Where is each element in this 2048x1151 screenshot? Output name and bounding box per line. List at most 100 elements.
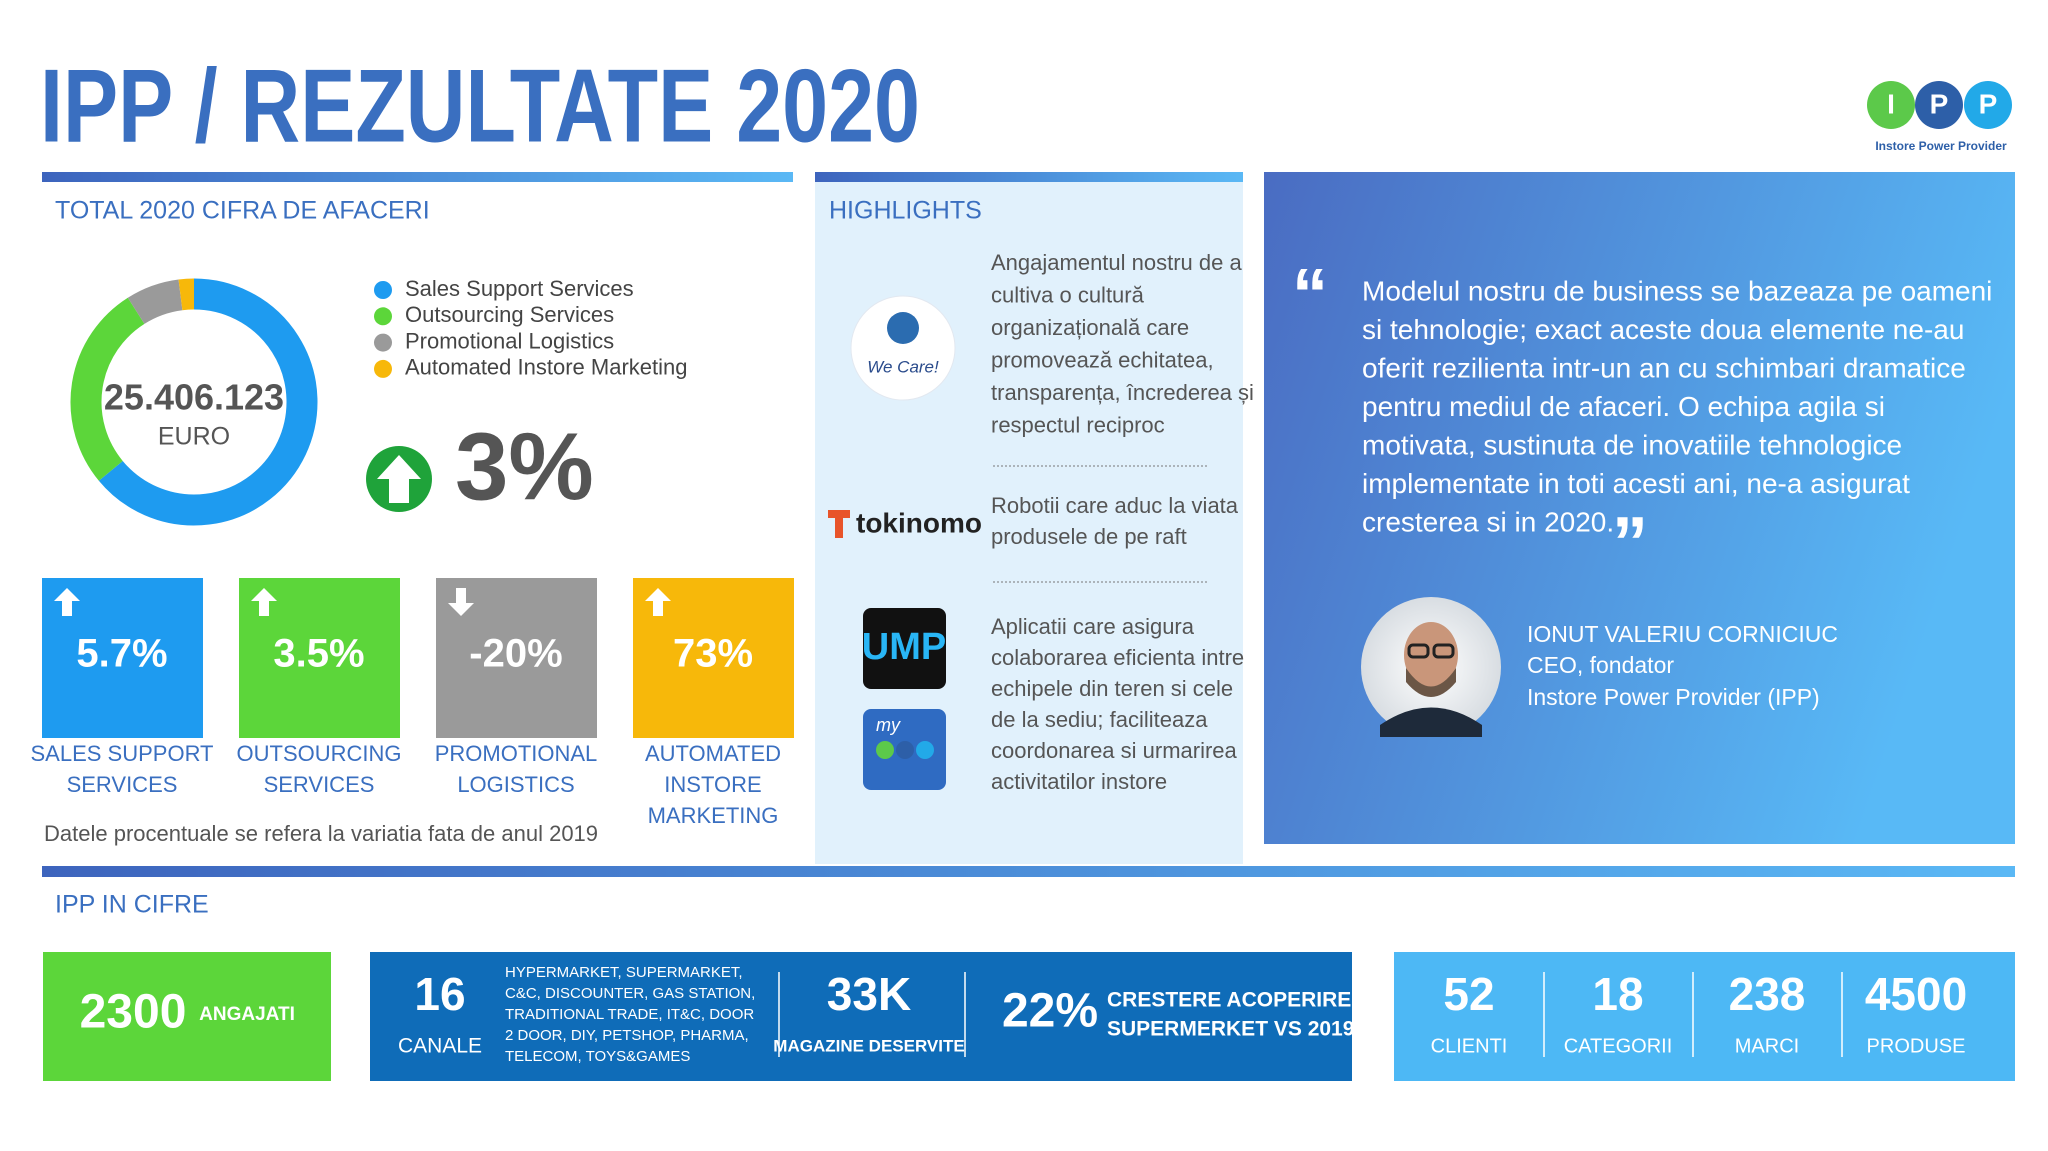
logo-icon [835,518,843,538]
legend-swatch [374,359,392,378]
logo-icon [887,312,919,344]
employees-box [43,952,331,1081]
segment-arrow [448,588,474,616]
legend-label: Promotional Logistics [405,328,614,353]
myipp-logo: my [863,709,946,790]
highlight-text: respectul reciproc [991,412,1165,437]
quote-marks: “ ” [1292,255,1648,583]
person-name: IONUT VALERIU CORNICIUC [1527,621,1838,647]
quote-line: motivata, sustinuta de inovatiile tehnol… [1362,429,1902,460]
legend-label: Sales Support Services [405,276,634,301]
highlight-text: Angajamentul nostru de a [991,250,1242,275]
channels-value: 16 [414,968,465,1020]
highlight-text: transparența, încrederea și [991,380,1254,405]
segment-label: LOGISTICS [457,772,574,797]
segment-label: INSTORE [664,772,761,797]
highlight-text: coordonarea si urmarirea [991,738,1238,763]
stat-value: 4500 [1865,968,1967,1020]
person-role: CEO, fondator [1527,652,1674,678]
segment-label: SALES SUPPORT [31,741,214,766]
channels-label: CANALE [398,1035,482,1058]
channel-item: HYPERMARKET, SUPERMARKET, [505,964,743,981]
segment-label: OUTSOURCING [237,741,402,766]
highlight-text: organizațională care [991,315,1189,340]
highlight-text: Robotii care aduc la viata [991,493,1239,518]
logo-circle [850,295,956,401]
segment-value: 5.7% [76,632,167,676]
segment-value: 73% [673,632,753,676]
logo-letter: P [1930,88,1949,119]
donut-slice [70,297,145,481]
segment-value: -20% [469,632,562,676]
coverage-label: SUPERMERKET VS 2019 [1107,1018,1354,1041]
segment-arrow [54,588,80,616]
segment-label: AUTOMATED [645,741,781,766]
stat-label: CLIENTI [1431,1035,1508,1057]
legend-swatch [374,281,392,299]
segment-value: 3.5% [273,632,364,676]
portrait-head [1404,622,1458,688]
segment-label: PROMOTIONAL [435,741,598,766]
logo-text: Instore Power Provider [1875,139,2007,153]
quote-mark: ” [1612,503,1648,583]
stat-value: 52 [1443,968,1494,1020]
highlight-text: produsele de pe raft [991,524,1187,549]
logo-text: We Care! [867,357,939,376]
donut-slice [98,278,318,526]
coverage-value: 22% [1002,985,1098,1038]
stores-label: MAGAZINE DESERVITE [773,1036,964,1055]
stats: 52 CLIENTI 18 CATEGORII 238 MARCI 4500 PRODUSE [1431,968,1968,1057]
quote-line: Modelul nostru de business se bazeaza pe… [1362,275,1992,306]
logo-dot [876,741,894,759]
portrait-glasses [1432,643,1455,659]
channels-box [370,952,1352,1081]
segment-arrow [645,588,671,616]
logo-text: tokinomo [856,507,982,538]
channel-item: TRADITIONAL TRADE, IT&C, DOOR [505,1006,754,1023]
logo-dot [1915,81,1963,129]
quote: Modelul nostru de business se bazeaza pe… [1362,275,1992,537]
highlight-text: de la sediu; faciliteaza [991,707,1208,732]
footnote: Datele procentuale se refera la variatia… [44,821,598,846]
segments: 5.7% SALES SUPPORT SERVICES 3.5% OUTSOURCING… [31,578,794,828]
employees-label: ANGAJATI [199,1004,295,1025]
logo-text: UMP [862,626,946,668]
section-heading: IPP IN CIFRE [55,891,209,919]
donut-center-value: 25.406.123 [104,377,284,418]
logo: I P P Instore Power Provider [1867,81,2012,153]
channel-item: TELECOM, TOYS&GAMES [505,1048,690,1065]
highlight-text: echipele din teren si cele [991,676,1233,701]
portrait-body [1380,707,1482,737]
segment-label: MARKETING [648,803,779,828]
donut-slice [178,278,195,311]
legend-label: Automated Instore Marketing [405,355,687,380]
donut-chart [70,278,318,526]
section-heading: HIGHLIGHTS [829,197,982,225]
stat-value: 238 [1729,968,1806,1020]
stat-value: 18 [1592,968,1643,1020]
logo-box [863,608,946,689]
legend-swatch [374,333,392,352]
growth-arrow [377,455,421,503]
segment-label: SERVICES [67,772,178,797]
quote-line: pentru mediul de afaceri. O echipa agila… [1362,391,1885,422]
logo-letter: P [1979,88,1998,119]
highlight-text: promovează echitatea, [991,347,1214,372]
portrait [1361,597,1501,737]
logo-icon [828,510,850,518]
stat-label: MARCI [1735,1035,1799,1057]
highlight-text: colaborarea eficienta intre [991,645,1244,670]
legend-label: Outsourcing Services [405,302,614,327]
employees-value: 2300 [80,986,187,1039]
tokinomo-logo: tokinomo [828,507,982,538]
channel-item: C&C, DISCOUNTER, GAS STATION, [505,985,755,1002]
page-title: IPP / REZULTATE 2020 [40,48,920,164]
segment-label: SERVICES [264,772,375,797]
section-heading: TOTAL 2020 CIFRA DE AFACERI [55,197,430,225]
highlights: Angajamentul nostru de a cultiva o cultur… [991,250,1254,794]
stat-label: CATEGORII [1564,1035,1673,1057]
logo-dot [896,741,914,759]
segment-arrow [251,588,277,616]
quote-line: oferit rezilienta intr-un an cu schimbar… [1362,352,1966,383]
growth-value: 3% [455,413,594,520]
